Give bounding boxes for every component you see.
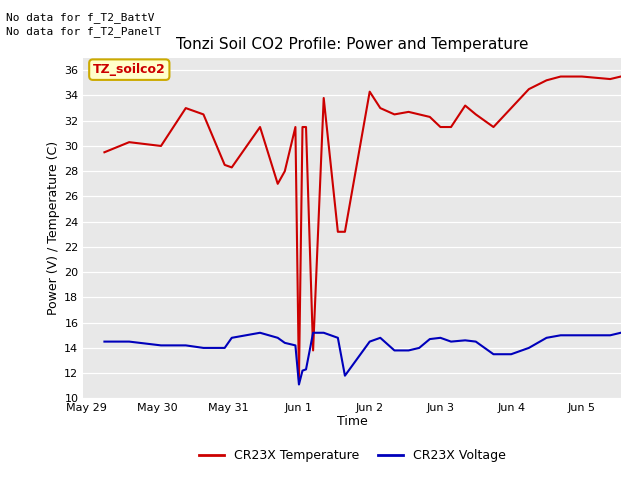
Text: TZ_soilco2: TZ_soilco2 — [93, 63, 166, 76]
Title: Tonzi Soil CO2 Profile: Power and Temperature: Tonzi Soil CO2 Profile: Power and Temper… — [176, 37, 528, 52]
X-axis label: Time: Time — [337, 415, 367, 428]
Text: No data for f_T2_PanelT: No data for f_T2_PanelT — [6, 26, 162, 37]
Text: No data for f_T2_BattV: No data for f_T2_BattV — [6, 12, 155, 23]
Y-axis label: Power (V) / Temperature (C): Power (V) / Temperature (C) — [47, 141, 60, 315]
Legend: CR23X Temperature, CR23X Voltage: CR23X Temperature, CR23X Voltage — [193, 444, 511, 467]
